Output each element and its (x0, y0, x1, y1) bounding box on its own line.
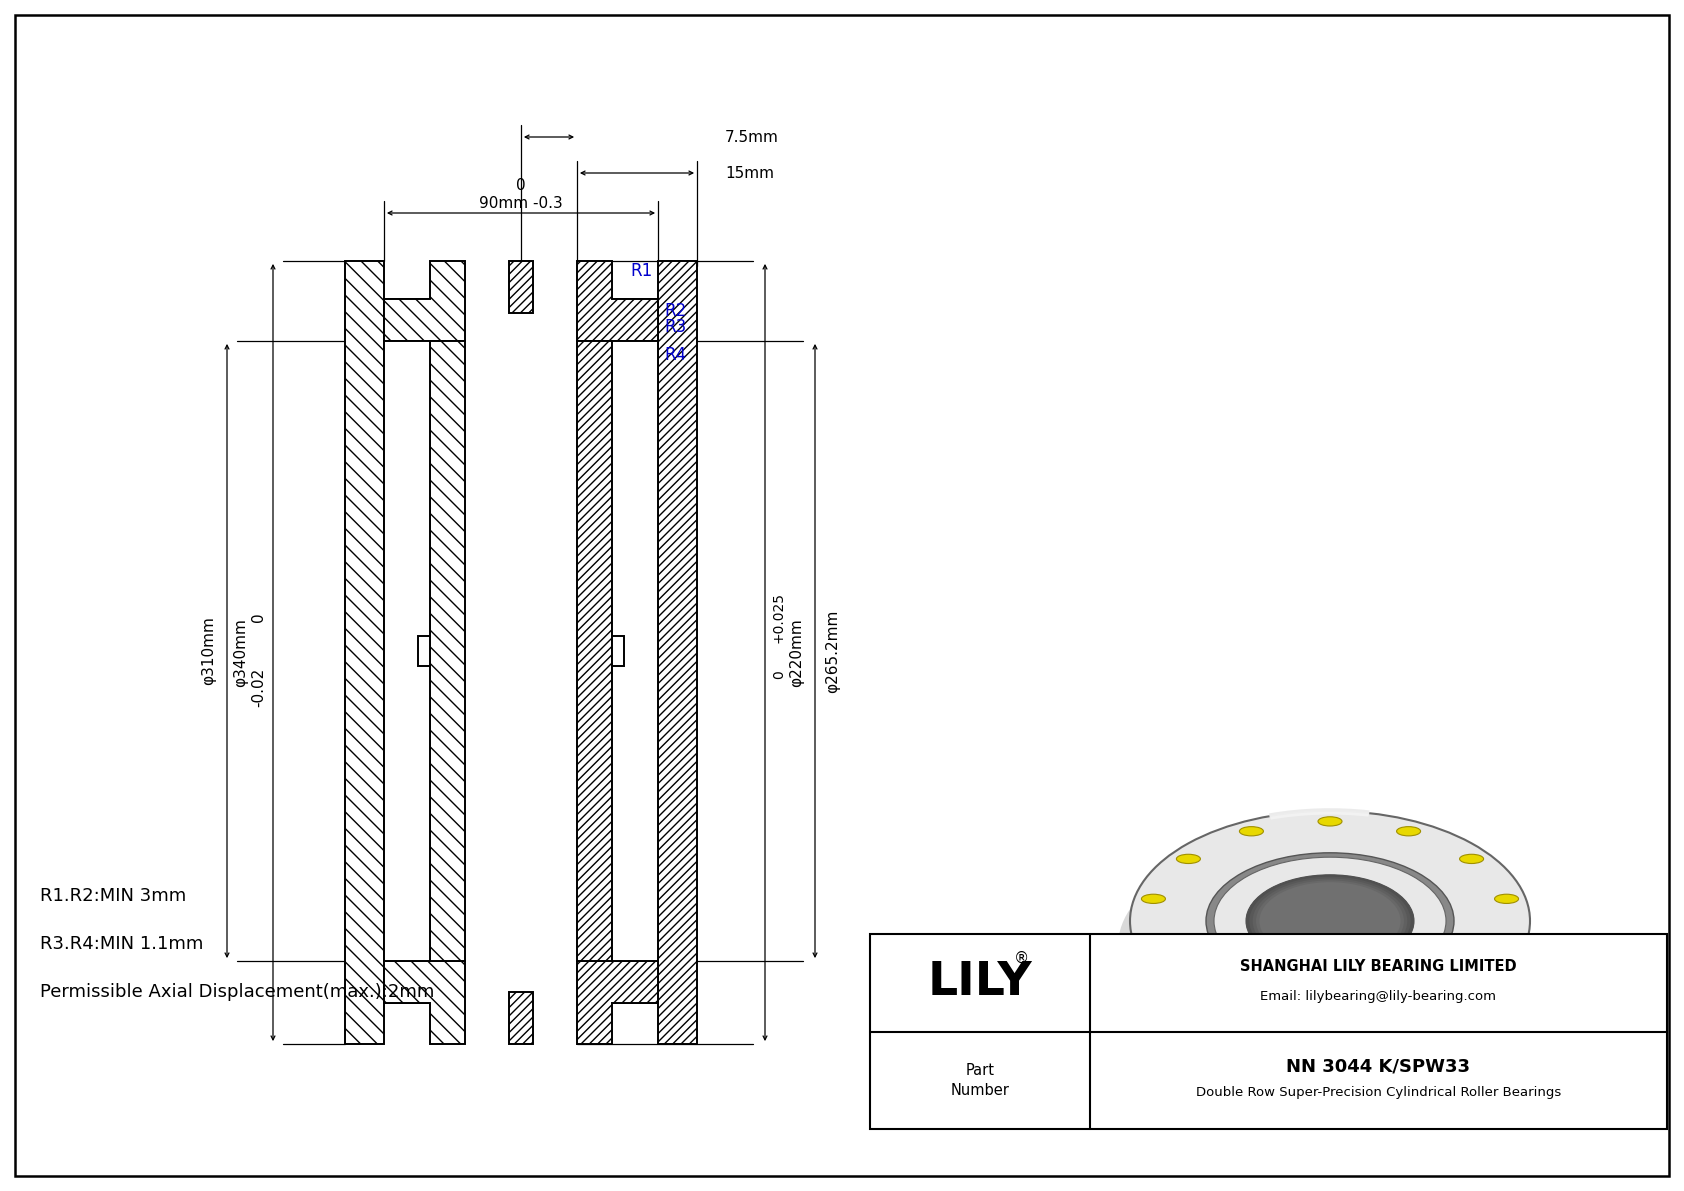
Polygon shape (509, 992, 534, 1045)
Ellipse shape (1118, 840, 1505, 1053)
Bar (871, 934, 1667, 1129)
Text: Number: Number (950, 1083, 1009, 1098)
Ellipse shape (1460, 854, 1484, 863)
Polygon shape (578, 961, 658, 1045)
Text: LILY: LILY (928, 960, 1032, 1005)
Text: φ220mm: φ220mm (790, 618, 805, 687)
Ellipse shape (1214, 858, 1447, 985)
Polygon shape (578, 261, 658, 341)
Ellipse shape (1256, 880, 1404, 961)
Text: SHANGHAI LILY BEARING LIMITED: SHANGHAI LILY BEARING LIMITED (1239, 959, 1517, 974)
Text: 0: 0 (251, 612, 266, 623)
Text: R2: R2 (663, 303, 687, 320)
Polygon shape (429, 341, 465, 961)
Text: 0: 0 (517, 177, 525, 193)
Ellipse shape (1128, 824, 1517, 1037)
Text: 0: 0 (771, 671, 786, 679)
Ellipse shape (1120, 841, 1504, 1052)
Ellipse shape (1246, 875, 1415, 967)
Ellipse shape (1206, 853, 1453, 990)
Bar (384, 341, 429, 961)
Ellipse shape (1239, 827, 1263, 836)
Bar (611, 341, 658, 961)
Text: 15mm: 15mm (726, 166, 775, 181)
Polygon shape (658, 261, 697, 1045)
Ellipse shape (1122, 835, 1509, 1048)
Polygon shape (509, 261, 534, 313)
Ellipse shape (1319, 817, 1342, 827)
Text: 7.5mm: 7.5mm (726, 130, 780, 144)
Text: R1: R1 (630, 262, 652, 280)
Ellipse shape (1125, 829, 1514, 1042)
Bar (611, 636, 625, 666)
Text: Email: lilybearing@lily-bearing.com: Email: lilybearing@lily-bearing.com (1261, 990, 1497, 1003)
Text: +0.025: +0.025 (771, 592, 786, 643)
Text: 90mm -0.3: 90mm -0.3 (480, 195, 562, 211)
Text: R3: R3 (663, 318, 687, 336)
Polygon shape (384, 261, 465, 341)
Text: R1.R2:MIN 3mm: R1.R2:MIN 3mm (40, 887, 187, 905)
Text: φ265.2mm: φ265.2mm (825, 610, 840, 693)
Polygon shape (384, 961, 465, 1045)
Bar (418, 636, 429, 666)
Ellipse shape (1177, 854, 1201, 863)
Ellipse shape (1137, 815, 1524, 1028)
Ellipse shape (1130, 811, 1531, 1031)
Ellipse shape (1253, 879, 1408, 964)
Text: R4: R4 (663, 347, 685, 364)
Text: NN 3044 K/SPW33: NN 3044 K/SPW33 (1287, 1058, 1470, 1075)
Text: φ310mm: φ310mm (202, 617, 217, 686)
Ellipse shape (1142, 894, 1165, 904)
Polygon shape (345, 261, 384, 1045)
Text: -0.02: -0.02 (251, 668, 266, 707)
Text: Double Row Super-Precision Cylindrical Roller Bearings: Double Row Super-Precision Cylindrical R… (1196, 1086, 1561, 1099)
Text: ®: ® (1014, 952, 1029, 966)
Ellipse shape (1250, 877, 1411, 966)
Text: Part: Part (965, 1062, 995, 1078)
Text: φ340mm: φ340mm (234, 618, 249, 687)
Ellipse shape (1132, 819, 1521, 1033)
Ellipse shape (1246, 875, 1415, 967)
Ellipse shape (1396, 827, 1421, 836)
Polygon shape (578, 341, 611, 961)
Ellipse shape (1495, 894, 1519, 904)
Ellipse shape (1260, 883, 1401, 960)
Text: Permissible Axial Displacement(max.):2mm: Permissible Axial Displacement(max.):2mm (40, 983, 434, 1000)
Text: R3.R4:MIN 1.1mm: R3.R4:MIN 1.1mm (40, 935, 204, 953)
